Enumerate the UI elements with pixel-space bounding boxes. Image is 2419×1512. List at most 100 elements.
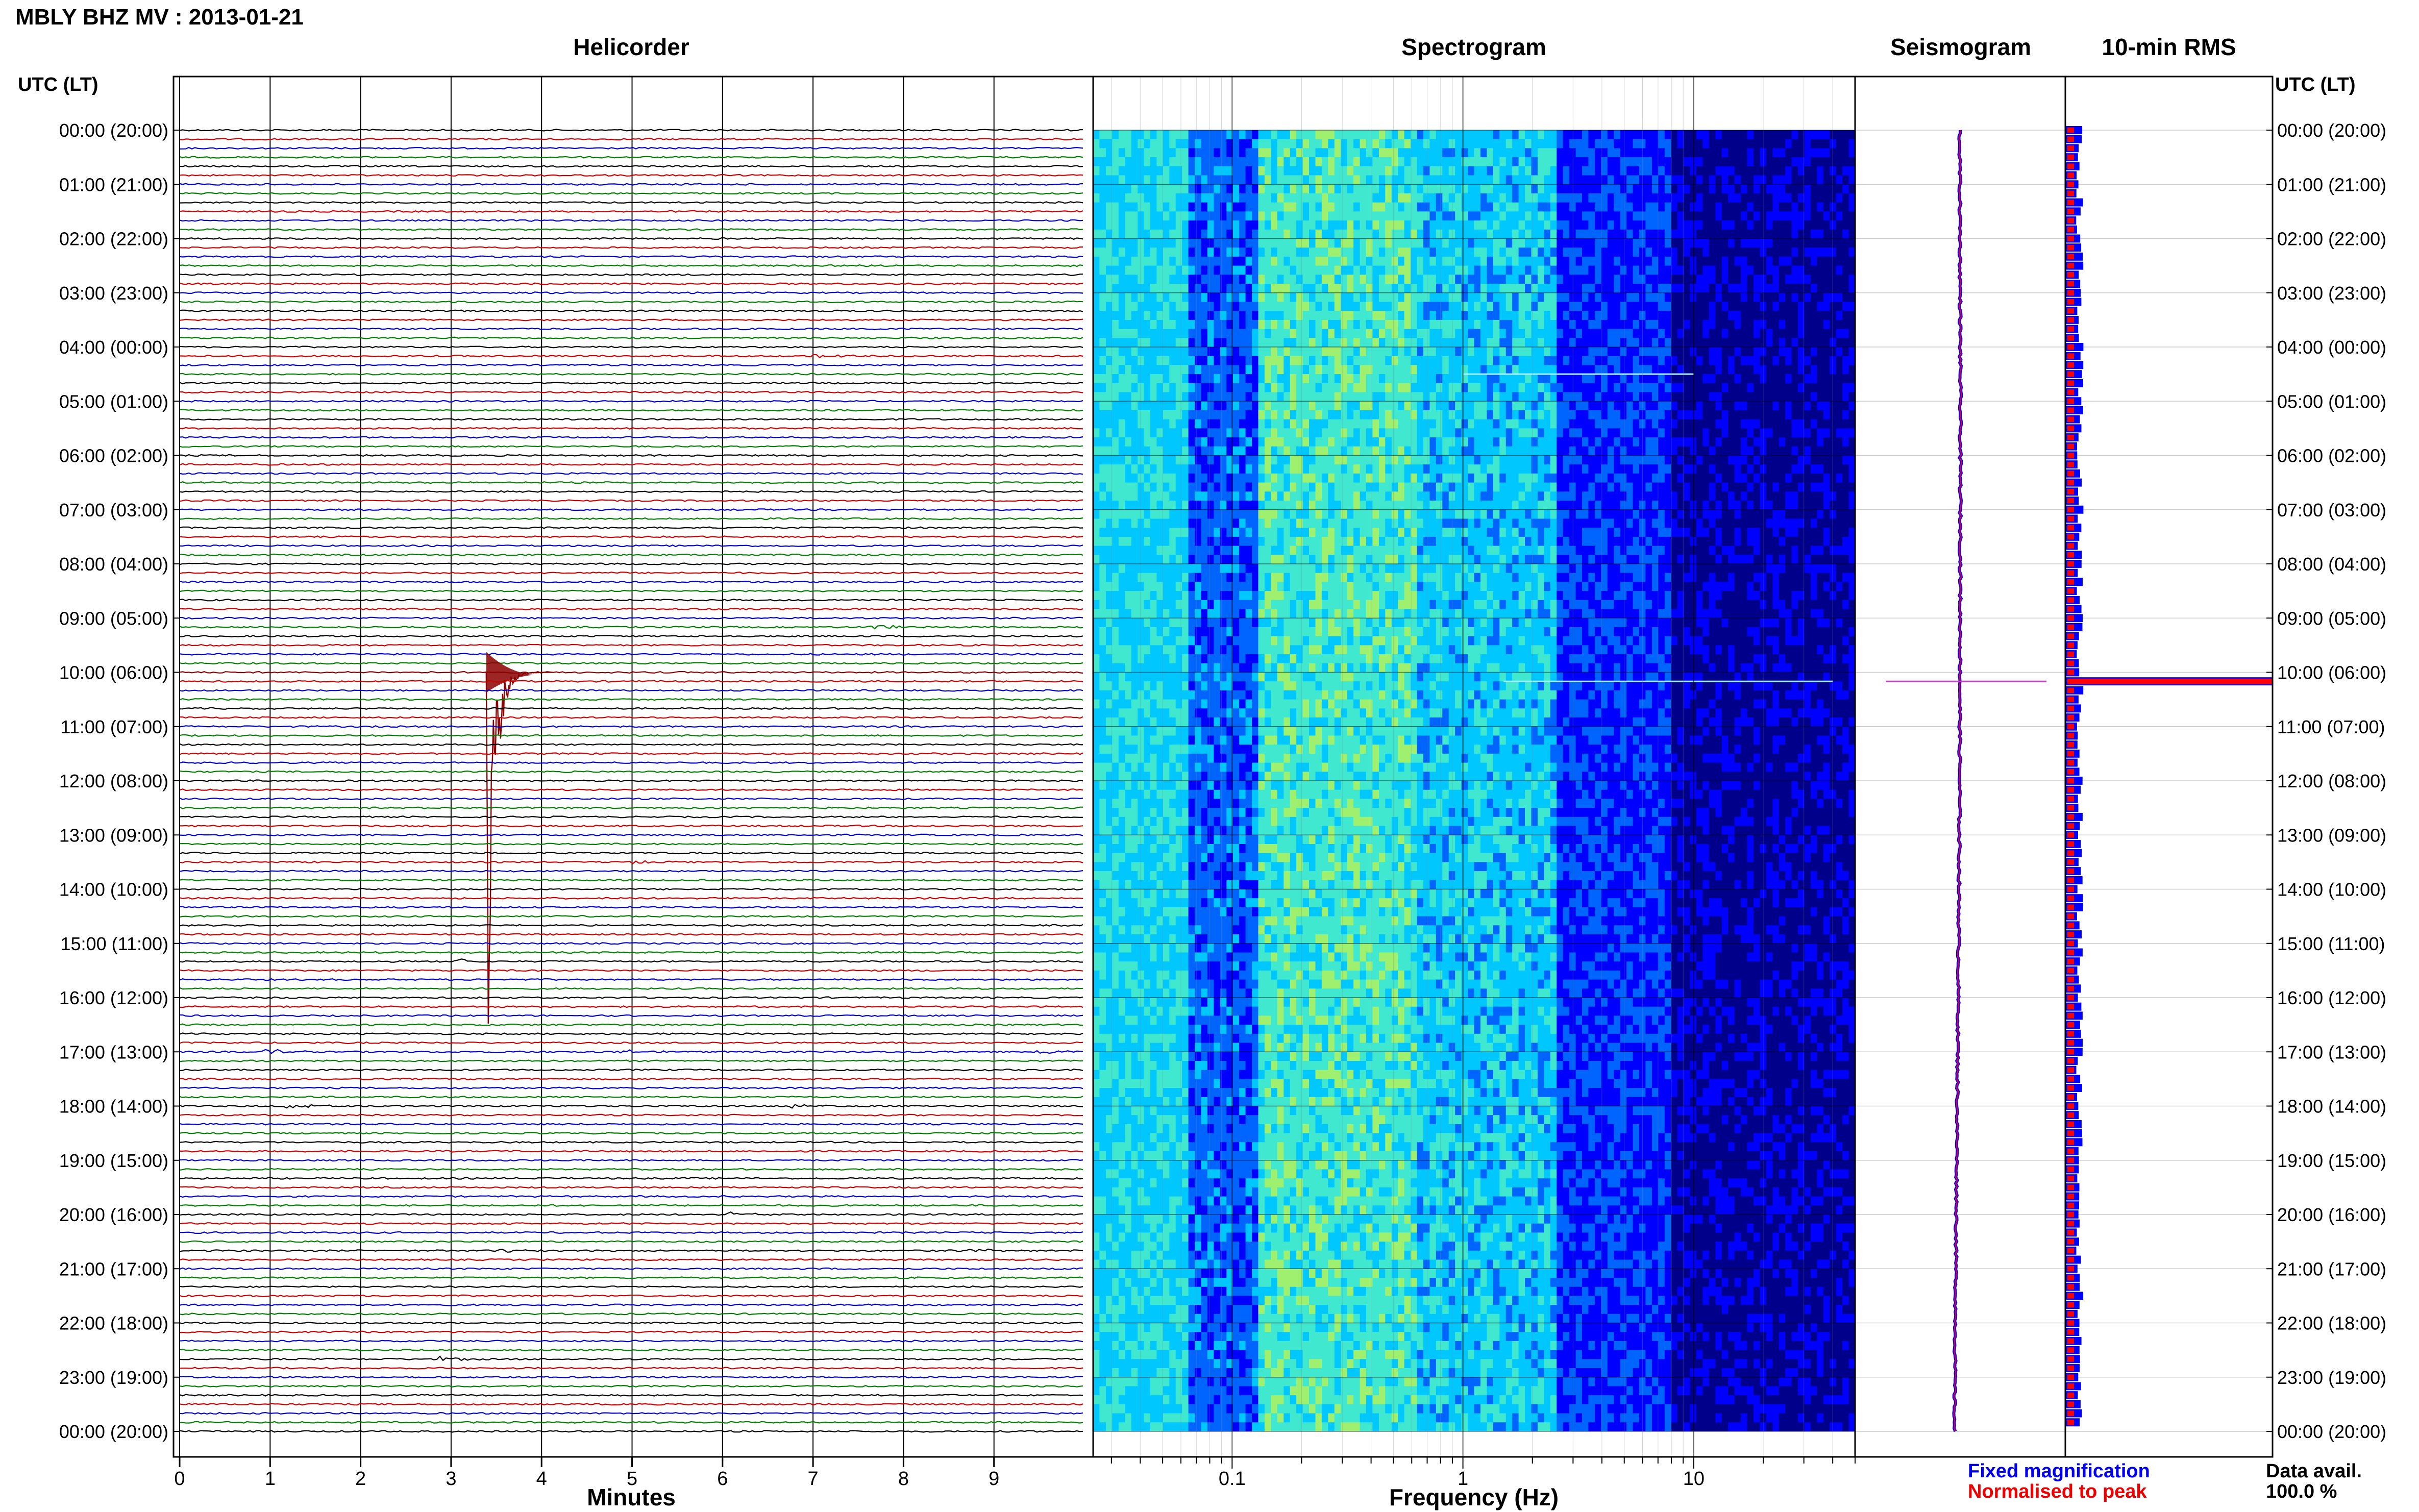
spectrogram-cell — [1741, 247, 1748, 257]
spectrogram-cell — [1620, 473, 1627, 483]
spectrogram-cell — [1105, 211, 1113, 221]
spectrogram-cell — [1188, 175, 1195, 185]
spectrogram-cell — [1518, 184, 1525, 194]
spectrogram-cell — [1182, 428, 1189, 438]
spectrogram-cell — [1423, 428, 1430, 438]
spectrogram-cell — [1290, 284, 1297, 293]
spectrogram-cell — [1594, 211, 1601, 221]
spectrogram-cell — [1728, 347, 1735, 357]
spectrogram-cell — [1525, 238, 1532, 248]
spectrogram-cell — [1252, 311, 1258, 320]
spectrogram-cell — [1518, 220, 1525, 230]
spectrogram-cell — [1398, 166, 1405, 176]
spectrogram-cell — [1283, 428, 1291, 438]
spectrogram-cell — [1702, 428, 1710, 438]
spectrogram-cell — [1709, 265, 1716, 275]
spectrogram-cell — [1455, 374, 1462, 384]
spectrogram-cell — [1296, 184, 1303, 194]
spectrogram-cell — [1512, 284, 1519, 293]
spectrogram-cell — [1544, 157, 1551, 167]
spectrogram-cell — [1582, 220, 1589, 230]
spectrogram-cell — [1525, 383, 1532, 393]
spectrogram-cell — [1195, 229, 1202, 239]
spectrogram-cell — [1411, 292, 1418, 303]
spectrogram-cell — [1842, 157, 1849, 167]
spectrogram-cell — [1505, 437, 1513, 447]
spectrogram-cell — [1258, 193, 1265, 203]
spectrogram-cell — [1131, 446, 1138, 456]
spectrogram-cell — [1144, 437, 1151, 447]
spectrogram-cell — [1550, 338, 1557, 348]
spectrogram-cell — [1220, 419, 1227, 429]
spectrogram-cell — [1442, 130, 1449, 140]
spectrogram-cell — [1112, 130, 1119, 140]
spectrogram-cell — [1766, 238, 1773, 248]
spectrogram-cell — [1372, 130, 1379, 140]
spectrogram-cell — [1163, 338, 1170, 348]
spectrogram-cell — [1290, 166, 1297, 176]
spectrogram-cell — [1214, 401, 1221, 411]
spectrogram-cell — [1258, 473, 1265, 483]
spectrogram-cell — [1144, 211, 1151, 221]
spectrogram-cell — [1791, 428, 1798, 438]
spectrogram-cell — [1645, 446, 1652, 456]
spectrogram-cell — [1220, 292, 1227, 303]
spectrogram-cell — [1131, 356, 1138, 365]
spectrogram-cell — [1651, 302, 1659, 311]
spectrogram-cell — [1614, 166, 1621, 176]
spectrogram-cell — [1569, 175, 1576, 185]
spectrogram-cell — [1696, 473, 1703, 483]
spectrogram-cell — [1264, 319, 1271, 330]
spectrogram-cell — [1702, 302, 1710, 311]
spectrogram-cell — [1525, 473, 1532, 483]
spectrogram-cell — [1601, 157, 1608, 167]
spectrogram-cell — [1214, 455, 1221, 465]
spectrogram-cell — [1537, 302, 1544, 311]
spectrogram-cell — [1614, 238, 1621, 248]
spectrogram-cell — [1378, 265, 1386, 275]
spectrogram-cell — [1245, 220, 1252, 230]
spectrogram-cell — [1258, 319, 1265, 330]
spectrogram-cell — [1461, 292, 1468, 303]
spectrogram-cell — [1512, 473, 1519, 483]
spectrogram-cell — [1468, 211, 1475, 221]
spectrogram-cell — [1594, 284, 1601, 293]
spectrogram-cell — [1226, 473, 1233, 483]
spectrogram-cell — [1105, 202, 1113, 212]
spectrogram-cell — [1391, 473, 1398, 483]
spectrogram-cell — [1525, 491, 1532, 501]
spectrogram-cell — [1239, 175, 1246, 185]
spectrogram-cell — [1480, 482, 1487, 492]
spectrogram-cell — [1353, 437, 1361, 447]
spectrogram-cell — [1594, 130, 1601, 140]
spectrogram-cell — [1226, 139, 1233, 148]
spectrogram-cell — [1175, 374, 1182, 384]
spectrogram-cell — [1804, 292, 1811, 303]
spectrogram-cell — [1842, 374, 1849, 384]
spectrogram-cell — [1531, 284, 1538, 293]
spectrogram-cell — [1550, 265, 1557, 275]
spectrogram-cell — [1169, 229, 1176, 239]
spectrogram-cell — [1836, 193, 1843, 203]
spectrogram-cell — [1436, 175, 1443, 185]
spectrogram-cell — [1741, 184, 1748, 194]
spectrogram-cell — [1309, 356, 1316, 365]
spectrogram-cell — [1563, 139, 1570, 148]
spectrogram-cell — [1226, 211, 1233, 221]
spectrogram-cell — [1334, 319, 1341, 330]
spectrogram-cell — [1684, 329, 1691, 338]
spectrogram-cell — [1525, 193, 1532, 203]
spectrogram-cell — [1588, 392, 1595, 402]
spectrogram-cell — [1131, 139, 1138, 148]
spectrogram-cell — [1404, 292, 1411, 303]
spectrogram-cell — [1620, 338, 1627, 348]
spectrogram-cell — [1245, 319, 1252, 330]
spectrogram-cell — [1626, 292, 1634, 303]
spectrogram-cell — [1226, 464, 1233, 474]
spectrogram-cell — [1436, 275, 1443, 284]
spectrogram-cell — [1258, 329, 1265, 338]
spectrogram-cell — [1391, 256, 1398, 266]
spectrogram-cell — [1156, 229, 1164, 239]
spectrogram-cell — [1645, 275, 1652, 284]
spectrogram-cell — [1779, 148, 1786, 158]
